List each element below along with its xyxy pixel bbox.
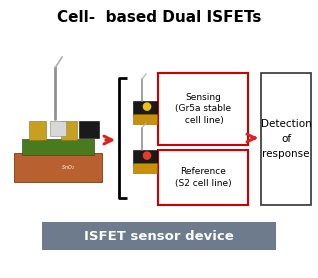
Text: ISFET sensor device: ISFET sensor device (84, 230, 234, 242)
Bar (14, 153, 102, 182)
Bar (158, 73, 248, 145)
Circle shape (143, 152, 151, 159)
Text: Detection
of
response: Detection of response (261, 119, 311, 159)
Bar (261, 73, 311, 205)
Text: SnO$_2$: SnO$_2$ (61, 163, 75, 172)
Bar (79, 121, 99, 138)
Text: Cell-  based Dual ISFETs: Cell- based Dual ISFETs (57, 11, 261, 26)
Bar (22, 139, 94, 155)
Text: Sensing
(Gr5a stable
 cell line): Sensing (Gr5a stable cell line) (175, 93, 231, 125)
Bar (133, 150, 157, 164)
Bar (133, 114, 157, 124)
Text: Reference
(S2 cell line): Reference (S2 cell line) (175, 167, 231, 188)
Bar (61, 121, 77, 140)
Circle shape (143, 103, 151, 110)
Bar (29, 121, 46, 140)
Bar (133, 163, 157, 173)
Bar (133, 101, 157, 115)
Bar (42, 222, 276, 250)
Bar (158, 150, 248, 205)
Bar (50, 121, 66, 135)
